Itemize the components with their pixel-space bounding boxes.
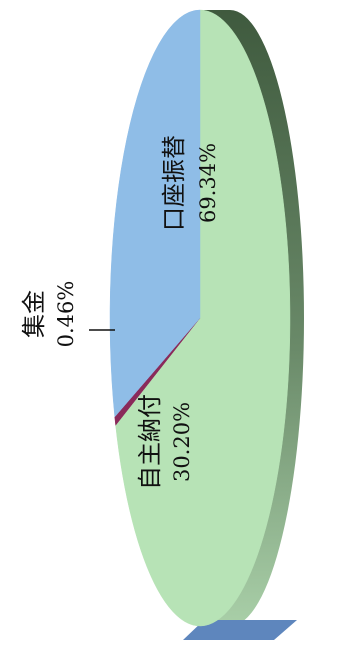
slice-label: 自主納付: [136, 394, 164, 490]
slice-percent: 30.20%: [170, 402, 194, 482]
slice-percent: 0.46%: [54, 281, 78, 348]
pie-side-blue: [183, 620, 297, 640]
slice-label: 集金: [20, 290, 48, 338]
label-group-slice-1: 自主納付 30.20%: [136, 394, 194, 490]
slice-label: 口座振替: [160, 135, 188, 231]
label-group-slice-0: 口座振替 69.34%: [160, 135, 220, 231]
slice-percent: 69.34%: [196, 143, 220, 223]
pie-slice: [109, 9, 201, 418]
label-group-slice-2: 集金 0.46%: [20, 281, 115, 348]
pie-slice: [115, 9, 291, 627]
